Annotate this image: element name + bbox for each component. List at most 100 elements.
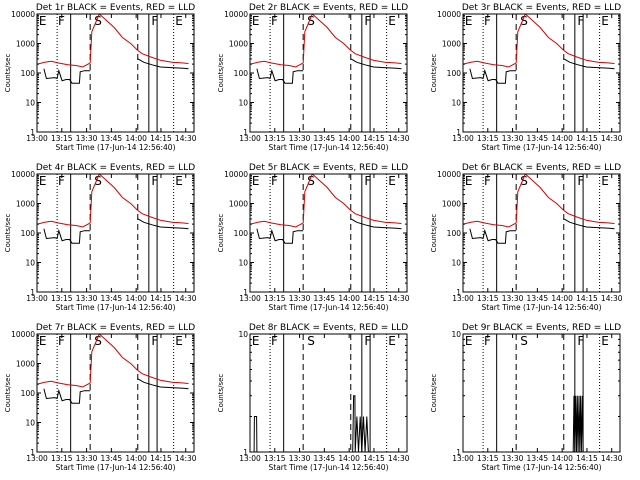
events-series-line [43,228,91,244]
interval-marker-e: E [601,14,609,28]
lld-series-line [37,174,189,228]
interval-marker-f: F [364,334,371,348]
y-axis-label: Counts/sec [4,214,12,253]
x-tick-label: 13:30 [289,294,311,303]
x-tick-label: 13:00 [239,454,261,463]
interval-marker-e: E [465,334,473,348]
x-tick-label: 14:00 [125,294,147,303]
interval-marker-f: F [484,174,491,188]
x-tick-label: 14:15 [576,454,598,463]
interval-marker-e: E [252,334,260,348]
interval-marker-e: E [252,174,260,188]
events-series-line [351,395,369,452]
x-tick-label: 13:15 [264,294,286,303]
x-tick-label: 13:45 [101,454,123,463]
y-tick-label: 1 [30,288,35,297]
interval-marker-e: E [39,14,47,28]
x-tick-label: 13:45 [101,134,123,143]
interval-marker-f: F [364,174,371,188]
lld-series-line [37,334,189,388]
x-tick-label: 14:30 [388,134,410,143]
plot-frame [36,173,195,293]
interval-marker-s: S [307,334,315,348]
x-tick-label: 14:30 [175,454,197,463]
x-tick-label: 13:45 [314,294,336,303]
x-tick-label: 13:00 [239,134,261,143]
y-tick-label: 100 [21,69,36,78]
x-tick-label: 13:15 [51,134,73,143]
y-tick-label: 1 [456,448,461,457]
interval-marker-f: F [271,334,278,348]
y-tick-label: 100 [234,69,249,78]
y-tick-label: 10 [451,99,461,108]
x-tick-label: 13:15 [51,454,73,463]
panel-title: Det 3r BLACK = Events, RED = LLD [462,3,621,13]
x-tick-label: 14:30 [175,134,197,143]
y-tick-label: 10000 [11,10,35,19]
interval-marker-f: F [577,174,584,188]
x-tick-label: 13:45 [527,294,549,303]
x-tick-label: 13:00 [452,134,474,143]
interval-marker-e: E [601,174,609,188]
x-tick-label: 13:00 [452,294,474,303]
events-series-line [137,58,189,70]
interval-marker-e: E [388,14,396,28]
x-tick-label: 14:15 [576,134,598,143]
x-tick-label: 13:15 [264,454,286,463]
x-tick-label: 13:30 [289,454,311,463]
x-tick-label: 13:45 [101,294,123,303]
panel-title: Det 7r BLACK = Events, RED = LLD [36,323,195,333]
x-axis-label: Start Time (17-Jun-14 12:56:40) [269,143,389,152]
x-tick-label: 13:30 [76,134,98,143]
y-tick-label: 100 [447,69,462,78]
x-axis-label: Start Time (17-Jun-14 12:56:40) [56,463,176,472]
interval-marker-s: S [520,14,528,28]
y-tick-label: 10000 [437,10,461,19]
x-tick-label: 14:30 [175,294,197,303]
x-tick-label: 13:15 [477,294,499,303]
x-axis-label: Start Time (17-Jun-14 12:56:40) [56,303,176,312]
plot-frame [249,13,408,133]
y-tick-label: 1 [30,448,35,457]
y-tick-label: 10000 [11,330,35,339]
events-series-line [137,378,189,390]
plot-frame [462,333,621,453]
interval-marker-f: F [58,14,65,28]
interval-marker-e: E [388,334,396,348]
y-tick-label: 1 [456,288,461,297]
y-axis-label: Counts/sec [217,374,225,413]
interval-marker-e: E [252,14,260,28]
x-tick-label: 14:15 [150,134,172,143]
interval-marker-f: F [364,14,371,28]
interval-marker-f: F [58,174,65,188]
x-tick-label: 14:15 [576,294,598,303]
y-tick-label: 10000 [11,170,35,179]
x-tick-label: 14:30 [388,454,410,463]
y-axis-label: Counts/sec [430,54,438,93]
panel-title: Det 1r BLACK = Events, RED = LLD [36,3,195,13]
x-tick-label: 14:15 [363,294,385,303]
panel-title: Det 9r BLACK = Events, RED = LLD [462,323,621,333]
y-tick-label: 100 [21,389,36,398]
y-tick-label: 1 [243,128,248,137]
interval-marker-s: S [520,174,528,188]
y-tick-label: 10 [25,99,35,108]
x-tick-label: 13:00 [26,134,48,143]
y-tick-label: 10 [25,419,35,428]
y-tick-label: 10 [25,259,35,268]
y-axis-label: Counts/sec [4,374,12,413]
x-tick-label: 14:30 [601,134,623,143]
interval-marker-e: E [465,174,473,188]
lld-series-line [463,174,615,228]
x-tick-label: 13:30 [502,454,524,463]
y-tick-label: 100 [21,229,36,238]
y-tick-label: 100 [447,229,462,238]
x-tick-label: 13:00 [452,454,474,463]
interval-marker-s: S [94,14,102,28]
y-tick-label: 1000 [442,200,461,209]
